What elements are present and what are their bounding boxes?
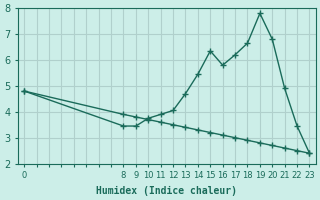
X-axis label: Humidex (Indice chaleur): Humidex (Indice chaleur): [96, 186, 237, 196]
